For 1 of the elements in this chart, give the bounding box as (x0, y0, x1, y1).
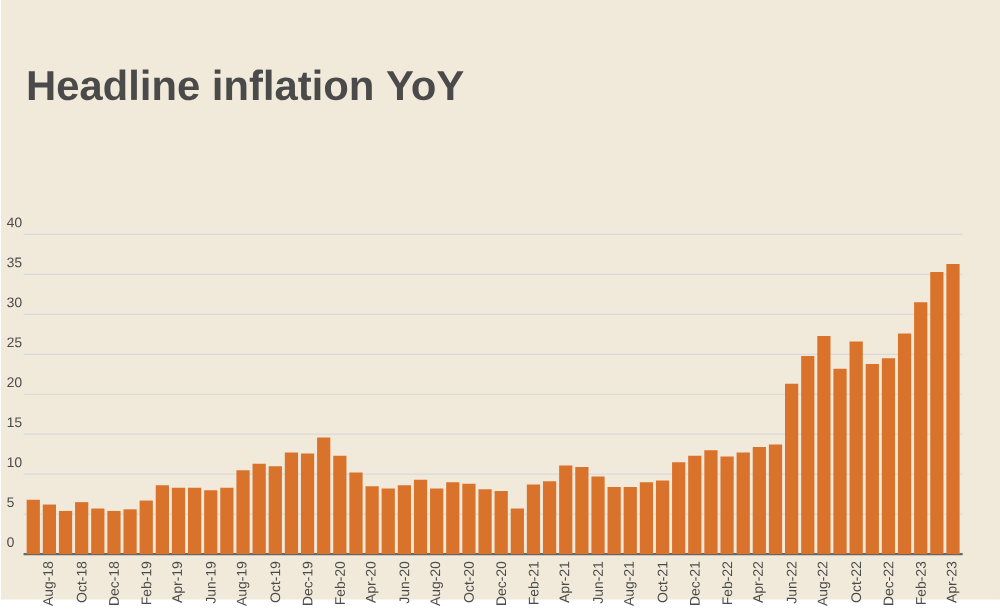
chart-title: Headline inflation YoY (28, 69, 464, 100)
